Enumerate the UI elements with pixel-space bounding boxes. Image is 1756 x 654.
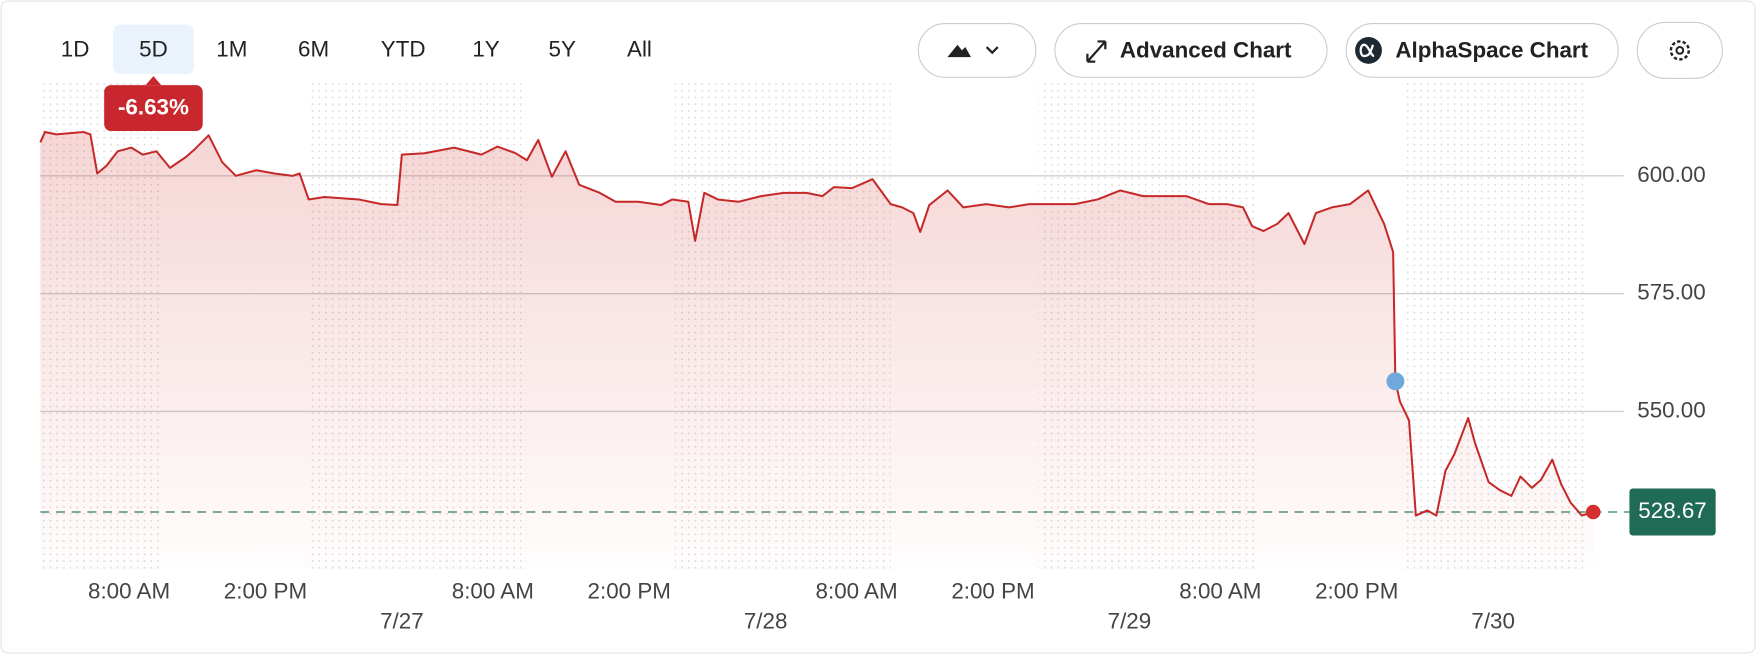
- expand-icon: [1086, 40, 1107, 63]
- range-button[interactable]: 5D: [139, 36, 168, 61]
- date-tick-label: 7/29: [1108, 609, 1152, 634]
- last-point: [1585, 504, 1601, 520]
- mountain-icon: [947, 44, 971, 58]
- range-button[interactable]: 1M: [216, 36, 247, 61]
- gear-hub: [1675, 46, 1685, 55]
- y-tick-label: 600.00: [1637, 162, 1705, 187]
- plot: 600.00 575.00 550.00 8:00 AM 2:00 PM 8:00 AM 2…: [39, 76, 1716, 634]
- toolbar: 1D 5D 1M 6M YTD 1Y 5Y All: [61, 24, 652, 74]
- selected-range-bg: [113, 24, 194, 74]
- button-label: Advanced Chart: [1120, 37, 1292, 62]
- range-button[interactable]: All: [627, 36, 652, 61]
- range-button[interactable]: YTD: [381, 36, 426, 61]
- advanced-chart-button[interactable]: [1054, 22, 1328, 78]
- range-button[interactable]: 1D: [61, 36, 90, 61]
- change-label: -6.63%: [118, 95, 189, 120]
- button-label: AlphaSpace Chart: [1395, 37, 1588, 62]
- x-tick-label: 2:00 PM: [951, 578, 1034, 603]
- range-button[interactable]: 5Y: [549, 36, 576, 61]
- x-tick-label: 2:00 PM: [588, 578, 671, 603]
- settings-button[interactable]: [1636, 21, 1723, 79]
- range-button[interactable]: 1Y: [472, 36, 499, 61]
- change-badge-pointer: [145, 76, 162, 86]
- area-fill: [40, 132, 1594, 569]
- x-tick-label: 2:00 PM: [224, 578, 307, 603]
- event-marker: [1386, 372, 1405, 391]
- last-price-label: 528.67: [1638, 498, 1706, 523]
- chart-type-button[interactable]: [917, 22, 1037, 78]
- y-tick-label: 575.00: [1637, 280, 1705, 305]
- date-tick-label: 7/27: [380, 609, 424, 634]
- last-price-badge: [1629, 488, 1716, 536]
- gear-icon: [1669, 40, 1691, 61]
- alpha-glyph: [1359, 43, 1375, 58]
- date-tick-label: 7/30: [1471, 609, 1515, 634]
- x-tick-label: 8:00 AM: [1179, 578, 1261, 603]
- range-button[interactable]: 6M: [298, 36, 329, 61]
- x-tick-label: 8:00 AM: [88, 578, 170, 603]
- x-tick-label: 8:00 AM: [816, 578, 898, 603]
- y-tick-label: 550.00: [1637, 397, 1705, 422]
- change-badge: [104, 85, 203, 132]
- alphaspace-chart-button[interactable]: [1345, 22, 1619, 78]
- x-tick-label: 2:00 PM: [1315, 578, 1398, 603]
- x-tick-label: 8:00 AM: [452, 578, 534, 603]
- date-tick-label: 7/28: [744, 609, 788, 634]
- price-line: [39, 131, 1594, 517]
- chevron-icon: [985, 46, 999, 55]
